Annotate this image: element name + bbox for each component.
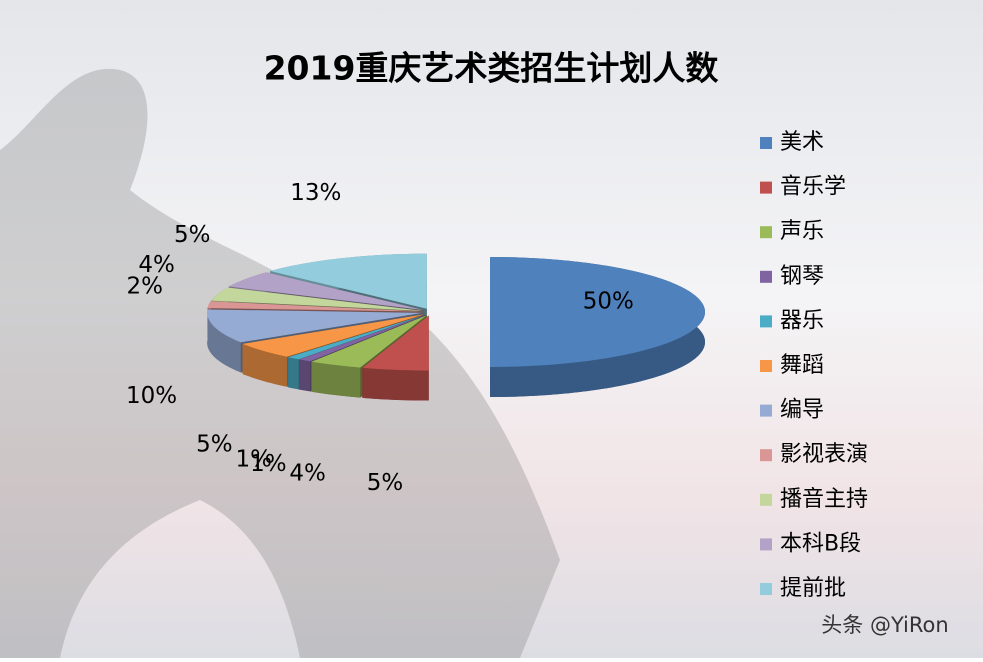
data-label: 4% (289, 460, 326, 486)
legend-swatch (760, 315, 772, 328)
legend-label: 播音主持 (780, 487, 868, 512)
slice (211, 287, 423, 311)
legend-swatch (760, 226, 772, 239)
legend-swatch (760, 404, 772, 417)
slice-side (288, 357, 299, 390)
slice (490, 257, 705, 367)
data-label: 5% (367, 470, 404, 496)
pie: 50%5%4%1%1%5%10%2%4%5%13% (126, 180, 705, 496)
legend-swatch (760, 538, 772, 551)
legend-swatch (760, 493, 772, 506)
legend-label: 音乐学 (780, 175, 846, 200)
slice (207, 309, 423, 343)
slice-side (207, 309, 241, 373)
legend-swatch (760, 360, 772, 372)
slice-side (299, 359, 311, 392)
legend-swatch (760, 137, 772, 149)
data-label: 1% (250, 451, 287, 477)
slice (299, 314, 426, 362)
legend-swatch (760, 583, 772, 595)
legend-label: 声乐 (780, 219, 824, 244)
slice (228, 272, 424, 310)
legend-label: 本科B段 (780, 531, 861, 556)
legend-label: 影视表演 (780, 442, 868, 467)
slice (207, 301, 423, 312)
legend-swatch (760, 449, 772, 462)
slice (270, 253, 427, 309)
legend-label: 美术 (780, 130, 824, 155)
watermark: 头条 @YiRon (821, 613, 948, 637)
legend-label: 钢琴 (780, 264, 824, 289)
slice (362, 315, 429, 371)
slice-side (242, 343, 287, 387)
slice-side (362, 367, 429, 401)
slice (242, 314, 424, 357)
legend-label: 器乐 (780, 308, 824, 333)
slice (311, 315, 427, 368)
data-label: 10% (126, 383, 177, 409)
legend-swatch (760, 181, 772, 194)
data-label: 13% (290, 180, 341, 206)
data-label: 2% (127, 274, 164, 300)
legend-label: 编导 (780, 398, 824, 423)
data-label: 1% (236, 447, 273, 473)
data-label: 50% (583, 289, 634, 315)
chart-title: 2019重庆艺术类招生计划人数 (264, 49, 720, 88)
legend-swatch (760, 270, 772, 283)
legend-label: 提前批 (780, 576, 846, 601)
data-label: 5% (174, 222, 211, 248)
data-label: 5% (196, 432, 233, 458)
slice (288, 314, 426, 360)
data-label: 4% (138, 252, 175, 278)
slice-side (311, 361, 361, 398)
legend-label: 舞蹈 (780, 353, 824, 378)
